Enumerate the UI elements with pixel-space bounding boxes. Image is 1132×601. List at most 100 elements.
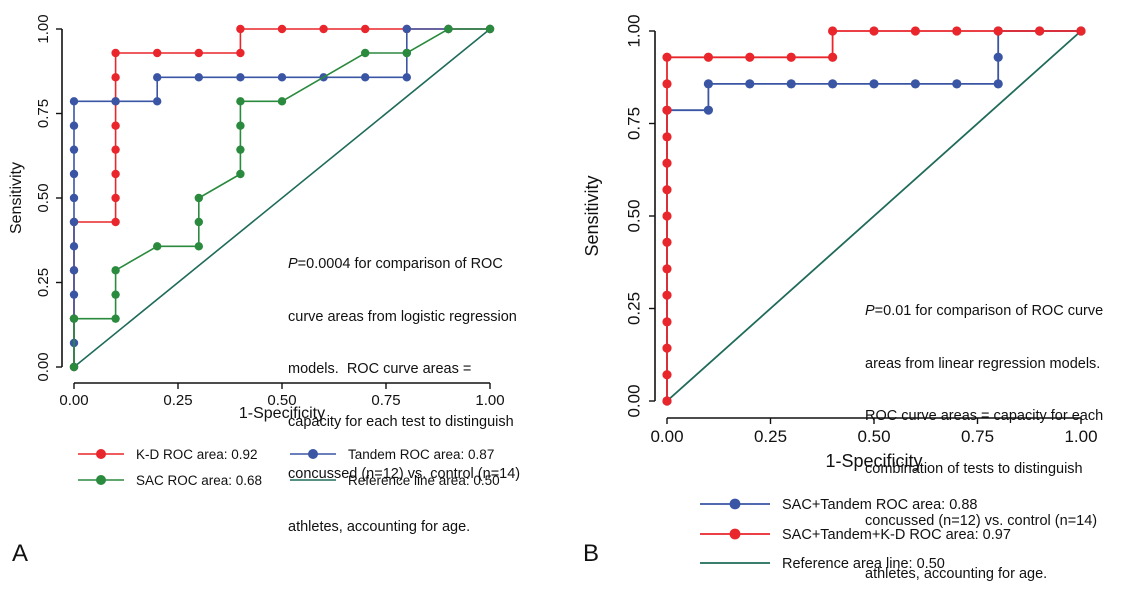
data-point-tandem	[153, 73, 161, 81]
data-point-tandem	[111, 97, 119, 105]
data-point-sac-tandem	[828, 79, 837, 88]
data-point-sac-tandem-k-d	[994, 26, 1003, 35]
x-tick-label: 0.25	[754, 427, 787, 446]
data-point-tandem	[236, 73, 244, 81]
annotation-line: ROC curve areas = capacity for each	[865, 408, 1103, 426]
data-point-sac-tandem-k-d	[952, 26, 961, 35]
p-symbol: P	[288, 256, 298, 272]
y-tick-label: 0.00	[625, 384, 644, 417]
annotation-line: concussed (n=12) vs. control (n=14)	[288, 466, 520, 484]
annotation-line: areas from linear regression models.	[865, 356, 1103, 374]
data-point-tandem	[70, 145, 78, 153]
data-point-sac-tandem	[704, 106, 713, 115]
data-point-tandem	[403, 73, 411, 81]
data-point-sac-tandem	[994, 79, 1003, 88]
annotation-line: models. ROC curve areas =	[288, 361, 520, 379]
data-point-k-d	[111, 49, 119, 57]
data-point-sac	[236, 170, 244, 178]
data-point-sac-tandem	[869, 79, 878, 88]
data-point-tandem	[403, 25, 411, 33]
data-point-sac	[361, 49, 369, 57]
panel-label-a: A	[12, 540, 28, 568]
legend-swatch-marker	[730, 529, 741, 540]
data-point-tandem	[361, 73, 369, 81]
data-point-sac-tandem-k-d	[704, 53, 713, 62]
data-point-tandem	[70, 194, 78, 202]
data-point-sac-tandem-k-d	[662, 185, 671, 194]
data-point-k-d	[236, 49, 244, 57]
annotation-line: athletes, accounting for age.	[865, 566, 1103, 584]
data-point-k-d	[153, 49, 161, 57]
data-point-sac	[70, 314, 78, 322]
annotation-line: curve areas from logistic regression	[288, 309, 520, 327]
annotation-line: capacity for each test to distinguish	[288, 414, 520, 432]
data-point-sac-tandem-k-d	[869, 26, 878, 35]
data-point-sac-tandem-k-d	[1076, 26, 1085, 35]
data-point-sac-tandem	[704, 79, 713, 88]
data-point-tandem	[70, 266, 78, 274]
data-point-sac-tandem-k-d	[662, 106, 671, 115]
annotation-text: =0.0004 for comparison of ROC	[298, 256, 503, 272]
data-point-sac-tandem-k-d	[911, 26, 920, 35]
p-symbol: P	[865, 303, 875, 319]
data-point-sac-tandem-k-d	[787, 53, 796, 62]
y-tick-label: 0.50	[35, 183, 52, 212]
data-point-sac-tandem-k-d	[828, 53, 837, 62]
data-point-sac-tandem-k-d	[662, 370, 671, 379]
data-point-k-d	[111, 194, 119, 202]
data-point-sac	[195, 242, 203, 250]
data-point-sac	[195, 194, 203, 202]
data-point-tandem	[70, 97, 78, 105]
data-point-sac	[236, 121, 244, 129]
annotation-line: combination of tests to distinguish	[865, 461, 1103, 479]
data-point-k-d	[111, 170, 119, 178]
data-point-k-d	[319, 25, 327, 33]
annotation-line: P=0.0004 for comparison of ROC	[288, 256, 520, 274]
legend-entry-label: SAC ROC area: 0.68	[136, 473, 262, 488]
y-tick-label: 0.25	[625, 292, 644, 325]
data-point-sac-tandem-k-d	[745, 53, 754, 62]
data-point-sac	[195, 218, 203, 226]
data-point-k-d	[111, 145, 119, 153]
data-point-sac-tandem	[745, 79, 754, 88]
panel-b-annotation: P=0.01 for comparison of ROC curve areas…	[865, 268, 1103, 601]
legend-swatch-marker	[96, 475, 106, 485]
data-point-k-d	[111, 218, 119, 226]
annotation-line: P=0.01 for comparison of ROC curve	[865, 303, 1103, 321]
data-point-sac-tandem-k-d	[662, 158, 671, 167]
data-point-k-d	[361, 25, 369, 33]
legend-entry-label: K-D ROC area: 0.92	[136, 447, 258, 462]
data-point-tandem	[70, 121, 78, 129]
y-tick-label: 0.75	[625, 107, 644, 140]
data-point-sac	[70, 363, 78, 371]
data-point-sac-tandem-k-d	[662, 396, 671, 405]
data-point-k-d	[111, 73, 119, 81]
data-point-tandem	[70, 290, 78, 298]
y-tick-label: 0.75	[35, 99, 52, 128]
data-point-sac	[444, 25, 452, 33]
data-point-k-d	[278, 25, 286, 33]
legend-swatch-marker	[96, 449, 106, 459]
data-point-tandem	[70, 218, 78, 226]
data-point-sac-tandem-k-d	[662, 317, 671, 326]
data-point-k-d	[111, 121, 119, 129]
data-point-sac	[236, 145, 244, 153]
panel-label-b: B	[583, 540, 599, 568]
y-axis-title: Sensitivity	[8, 162, 25, 234]
panel-a-annotation: P=0.0004 for comparison of ROC curve are…	[288, 221, 520, 554]
y-tick-label: 1.00	[35, 14, 52, 43]
data-point-sac	[111, 314, 119, 322]
data-point-sac	[403, 49, 411, 57]
data-point-tandem	[278, 73, 286, 81]
data-point-sac-tandem-k-d	[662, 132, 671, 141]
data-point-sac-tandem-k-d	[662, 238, 671, 247]
data-point-sac-tandem-k-d	[662, 291, 671, 300]
data-point-sac	[111, 290, 119, 298]
x-tick-label: 0.25	[163, 392, 192, 409]
y-axis-title: Sensitivity	[582, 175, 602, 256]
data-point-sac-tandem-k-d	[662, 343, 671, 352]
y-tick-label: 0.00	[35, 352, 52, 381]
data-point-sac-tandem	[911, 79, 920, 88]
annotation-line: athletes, accounting for age.	[288, 519, 520, 537]
data-point-sac-tandem-k-d	[828, 26, 837, 35]
